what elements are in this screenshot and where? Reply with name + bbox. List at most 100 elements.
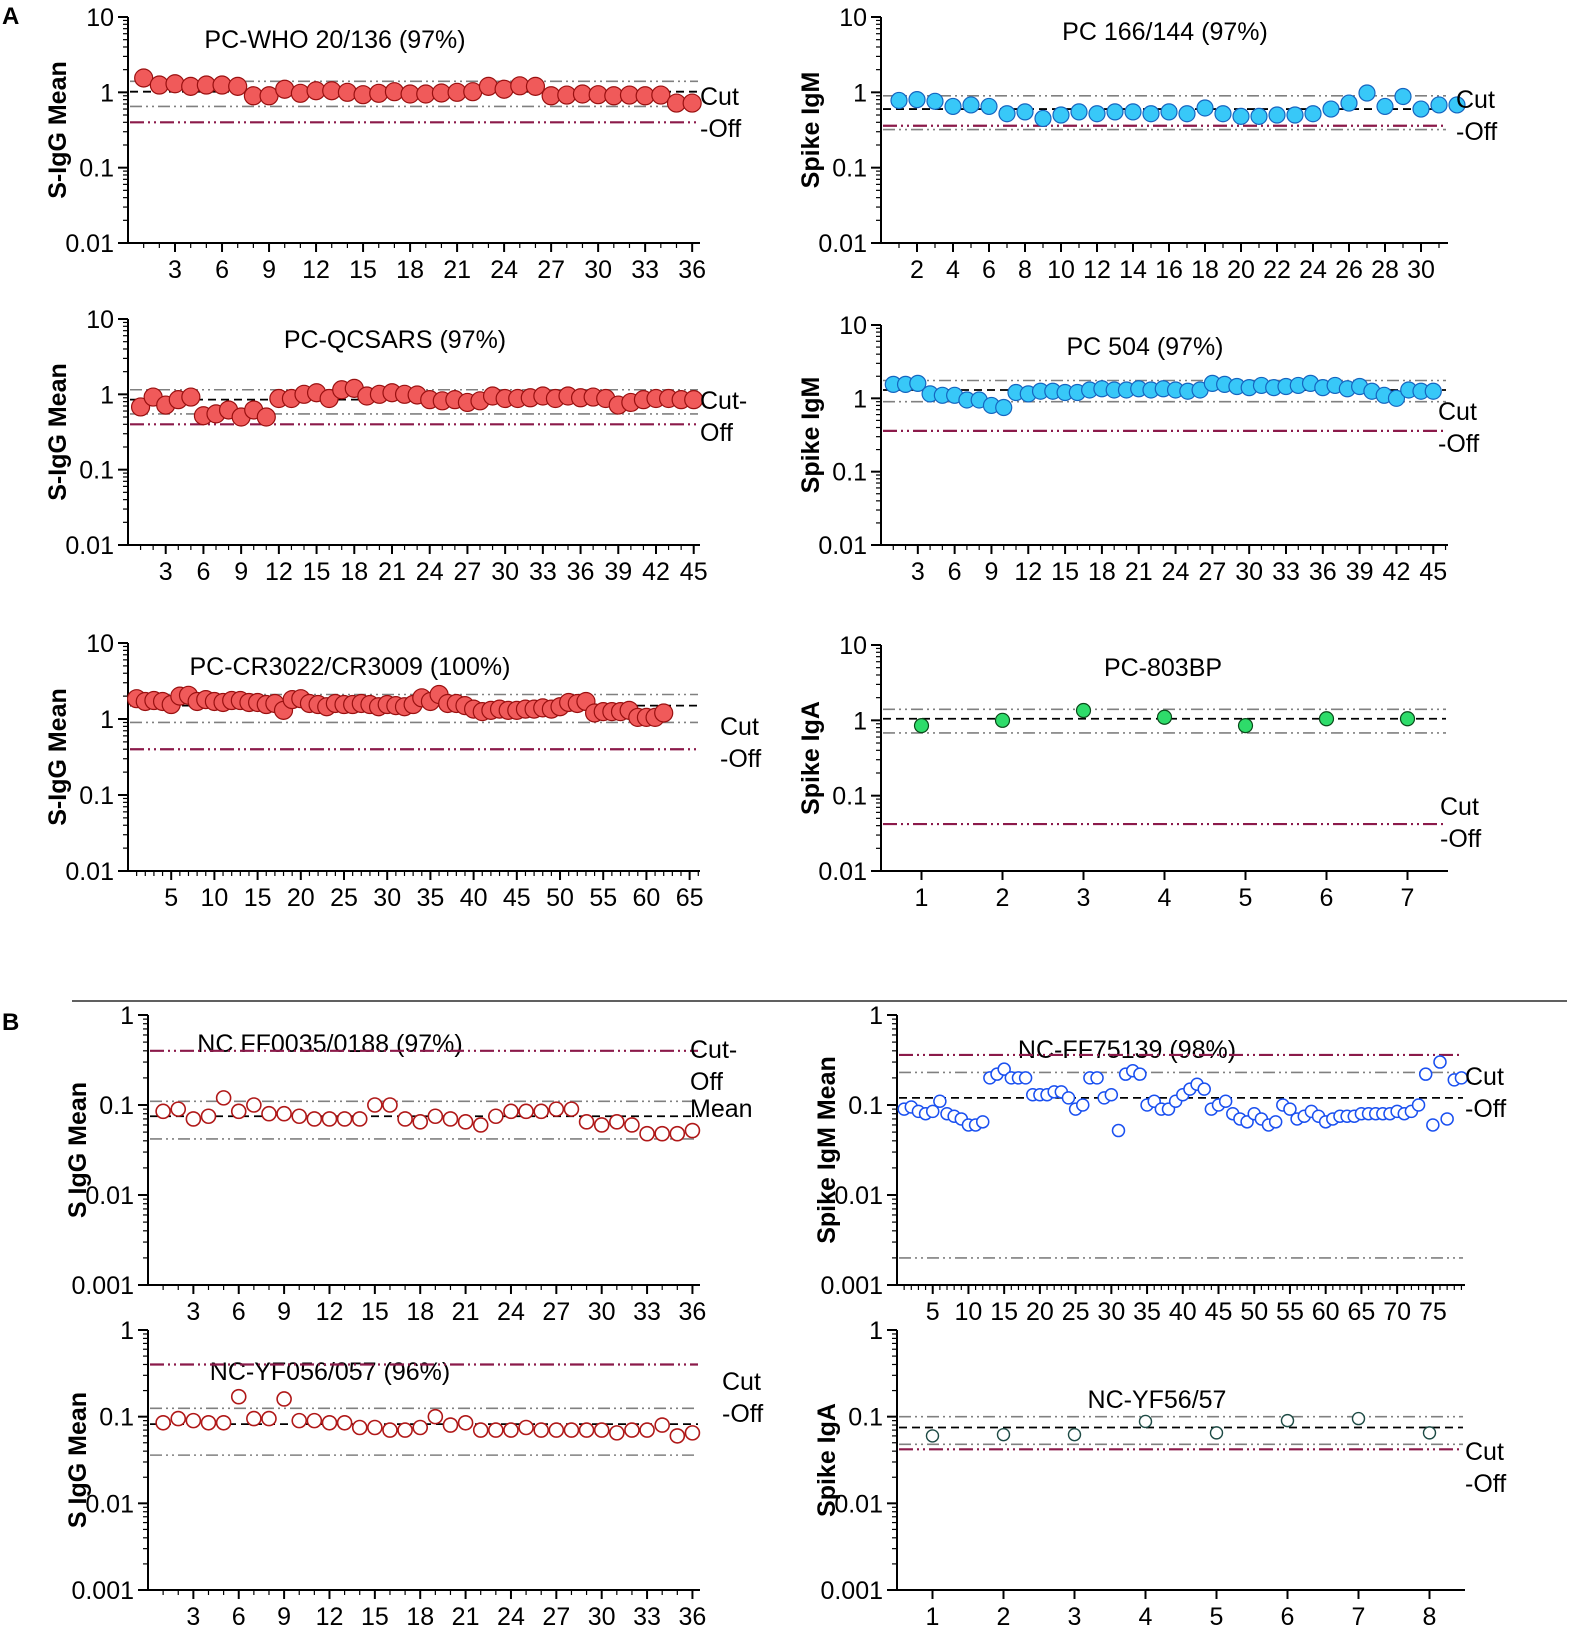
y-tick-label: 0.001 [820, 1577, 883, 1605]
x-tick-label: 6 [196, 558, 210, 586]
x-tick-label: 2 [910, 256, 924, 284]
data-point [548, 1101, 565, 1117]
data-point [1090, 1071, 1104, 1085]
y-axis-label: Spike IgM [797, 377, 825, 494]
x-tick-label: 4 [1158, 884, 1172, 912]
y-tick-label: 0.01 [834, 1490, 883, 1518]
y-tick-label: 1 [853, 79, 867, 107]
data-point [533, 1422, 550, 1438]
data-point [351, 1111, 368, 1127]
data-point [578, 1422, 595, 1438]
x-tick-label: 3 [186, 1298, 200, 1326]
data-point [548, 1422, 565, 1438]
cutoff-label: Cut [1465, 1063, 1504, 1091]
y-tick-label: 10 [839, 312, 867, 340]
cutoff-label: Cut- [700, 387, 747, 415]
y-axis-label: S-IgG Mean [44, 61, 72, 199]
x-tick-label: 65 [1347, 1298, 1375, 1326]
x-tick-label: 15 [303, 558, 331, 586]
x-tick-label: 6 [982, 256, 996, 284]
data-point [563, 1422, 580, 1438]
data-point [256, 407, 276, 427]
x-tick-label: 27 [454, 558, 482, 586]
x-tick-label: 27 [542, 1298, 570, 1326]
data-point [684, 390, 704, 410]
data-point [1448, 96, 1466, 114]
y-tick-label: 10 [839, 4, 867, 32]
x-tick-label: 55 [589, 884, 617, 912]
x-tick-label: 33 [631, 256, 659, 284]
x-tick-label: 39 [1346, 558, 1374, 586]
x-tick-label: 60 [633, 884, 661, 912]
data-point [412, 1419, 429, 1436]
x-tick-label: 18 [406, 1298, 434, 1326]
data-point [276, 1391, 292, 1407]
x-tick-label: 5 [926, 1298, 940, 1326]
data-point [291, 1108, 308, 1125]
data-point [261, 1105, 277, 1122]
data-point [412, 1114, 429, 1130]
x-tick-label: 27 [1198, 558, 1226, 586]
data-point [478, 76, 499, 96]
data-point [336, 1414, 353, 1431]
data-point [185, 1111, 202, 1127]
data-point [246, 1410, 262, 1427]
data-point [1433, 1055, 1447, 1069]
y-tick-label: 0.1 [848, 1404, 883, 1432]
x-tick-label: 60 [1312, 1298, 1340, 1326]
data-point [155, 1414, 171, 1431]
data-point [994, 712, 1011, 728]
data-point [1358, 84, 1376, 102]
x-tick-label: 9 [262, 256, 276, 284]
data-point [1196, 99, 1214, 117]
data-point [1268, 1115, 1283, 1129]
x-tick-label: 30 [1235, 558, 1263, 586]
x-tick-label: 21 [443, 256, 471, 284]
x-tick-label: 30 [584, 256, 612, 284]
x-tick-label: 35 [417, 884, 445, 912]
x-tick-label: 8 [1018, 256, 1032, 284]
data-point [1351, 1411, 1366, 1426]
panel-label-b: B [2, 1009, 19, 1036]
x-tick-label: 75 [1419, 1298, 1447, 1326]
x-tick-label: 50 [546, 884, 574, 912]
data-point [228, 76, 248, 96]
x-tick-label: 9 [985, 558, 999, 586]
data-point [1304, 105, 1322, 123]
data-point [1197, 1082, 1211, 1096]
data-point [1426, 1118, 1440, 1132]
y-tick-label: 0.1 [79, 782, 114, 810]
x-tick-label: 30 [1407, 256, 1435, 284]
x-tick-label: 20 [287, 884, 315, 912]
data-point [155, 1103, 171, 1120]
x-tick-label: 12 [1083, 256, 1111, 284]
y-tick-label: 0.001 [820, 1272, 883, 1300]
y-tick-label: 1 [100, 79, 114, 107]
data-point [654, 1125, 670, 1142]
x-tick-label: 18 [406, 1603, 434, 1631]
x-tick-label: 2 [997, 1603, 1011, 1631]
data-point [1268, 106, 1286, 124]
x-tick-label: 33 [1272, 558, 1300, 586]
data-point [639, 1125, 655, 1142]
x-tick-label: 35 [1133, 1298, 1161, 1326]
y-tick-label: 1 [100, 706, 114, 734]
data-point [669, 1125, 686, 1142]
data-point [427, 1108, 444, 1125]
x-tick-label: 16 [1155, 256, 1183, 284]
x-tick-label: 6 [1281, 1603, 1295, 1631]
data-point [518, 1419, 534, 1436]
data-point [1440, 1112, 1454, 1126]
cutoff-label: -Off [1465, 1470, 1506, 1498]
data-point [276, 1105, 292, 1122]
chart-title: NC-FF75139 (98%) [1018, 1036, 1236, 1064]
y-tick-label: 10 [86, 4, 114, 32]
y-tick-label: 0.001 [71, 1272, 134, 1300]
cutoff-label: -Off [720, 745, 761, 773]
x-tick-label: 12 [316, 1298, 344, 1326]
cutoff-label: Off [690, 1068, 723, 1096]
x-tick-label: 3 [911, 558, 925, 586]
